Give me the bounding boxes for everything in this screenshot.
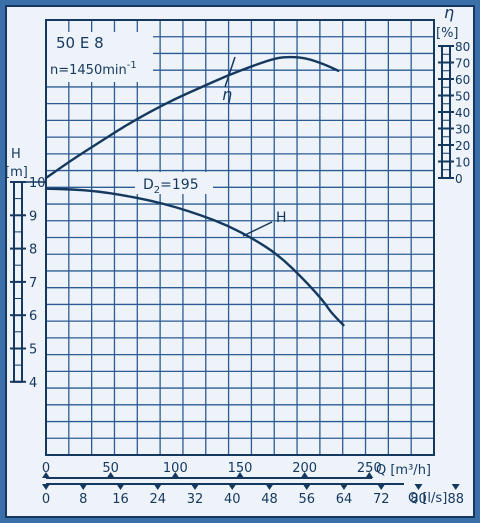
head-tick-label: 10	[29, 176, 46, 191]
flow-ls-tick-label: 80	[410, 492, 427, 507]
efficiency-tick-label: 70	[455, 57, 470, 71]
flow-m3h-tick-label: 50	[102, 461, 119, 476]
head-curve	[44, 187, 345, 327]
efficiency-curve	[44, 55, 340, 180]
flow-ls-tick	[414, 484, 423, 490]
flow-m3h-tick	[365, 472, 374, 478]
efficiency-tick-label: 50	[455, 90, 470, 104]
plot-frame	[45, 19, 435, 456]
efficiency-tick-label: 20	[455, 139, 470, 153]
flow-m3h-tick-label: 200	[292, 461, 317, 476]
efficiency-tick-label: 80	[455, 40, 470, 54]
head-axis-unit: [m]	[5, 165, 28, 180]
diameter-label: D2=195	[143, 177, 199, 196]
flow-m3h-axis-label: Q [m³/h]	[376, 463, 431, 478]
flow-ls-tick-label: 40	[224, 492, 241, 507]
head-axis-symbol: H	[11, 147, 21, 162]
head-tick-label: 9	[29, 209, 37, 224]
head-tick-label: 5	[29, 343, 37, 358]
efficiency-tick-label: 0	[455, 172, 463, 186]
efficiency-axis-unit: [%]	[436, 26, 459, 41]
flow-ls-tick	[190, 484, 199, 490]
flow-m3h-tick-label: 250	[357, 461, 382, 476]
flow-ls-tick	[153, 484, 162, 490]
flow-ls-tick-label: 8	[79, 492, 87, 507]
header-box	[47, 32, 153, 82]
efficiency-tick-label: 40	[455, 106, 470, 120]
flow-ls-tick-label: 56	[298, 492, 315, 507]
flow-ls-tick-label: 72	[373, 492, 390, 507]
curves	[44, 55, 345, 327]
flow-ls-tick	[265, 484, 274, 490]
flow-m3h-tick	[42, 472, 50, 478]
flow-m3h-tick-label: 0	[42, 461, 50, 476]
efficiency-tick-label: 60	[455, 73, 470, 87]
flow-m3h-tick	[171, 472, 180, 478]
flow-ls-tick	[377, 484, 386, 490]
head-tick-label: 7	[29, 276, 37, 291]
head-label-leader	[242, 221, 273, 237]
flow-ls-axis-label: Q [l/s]	[408, 491, 447, 506]
flow-m3h-tick-label: 100	[163, 461, 188, 476]
pump-model-label: 50 E 8	[56, 34, 104, 52]
flow-m3h-tick	[300, 472, 309, 478]
flow-m3h-tick-label: 150	[228, 461, 253, 476]
speed-label: n=1450min-1	[50, 60, 137, 78]
flow-ls-tick-label: 16	[112, 492, 129, 507]
chart-paper	[5, 5, 475, 518]
flow-ls-tick-label: 64	[336, 492, 353, 507]
flow-ls-tick	[79, 484, 88, 490]
head-curve-label: H	[276, 210, 287, 226]
flow-ls-tick	[302, 484, 311, 490]
head-tick-label: 6	[29, 309, 37, 324]
head-tick-label: 8	[29, 243, 37, 258]
flow-ls-tick-label: 24	[149, 492, 166, 507]
flow-ls-tick-label: 32	[187, 492, 204, 507]
flow-ls-tick	[116, 484, 125, 490]
efficiency-axis-symbol: η	[444, 3, 454, 22]
flow-ls-tick	[339, 484, 348, 490]
efficiency-label-leader	[224, 56, 236, 88]
flow-ls-tick	[228, 484, 237, 490]
flow-ls-tick-label: 0	[42, 492, 50, 507]
flow-ls-tick	[42, 484, 50, 490]
flow-m3h-tick	[106, 472, 115, 478]
head-tick-label: 4	[29, 376, 37, 391]
diameter-label-box	[135, 172, 213, 194]
flow-ls-tick	[451, 484, 460, 490]
efficiency-curve-label: η	[222, 85, 232, 104]
efficiency-tick-label: 30	[455, 123, 470, 137]
flow-ls-tick-label: 88	[447, 492, 464, 507]
flow-ls-tick-label: 48	[261, 492, 278, 507]
efficiency-tick-label: 10	[455, 156, 470, 170]
flow-m3h-tick	[236, 472, 244, 478]
